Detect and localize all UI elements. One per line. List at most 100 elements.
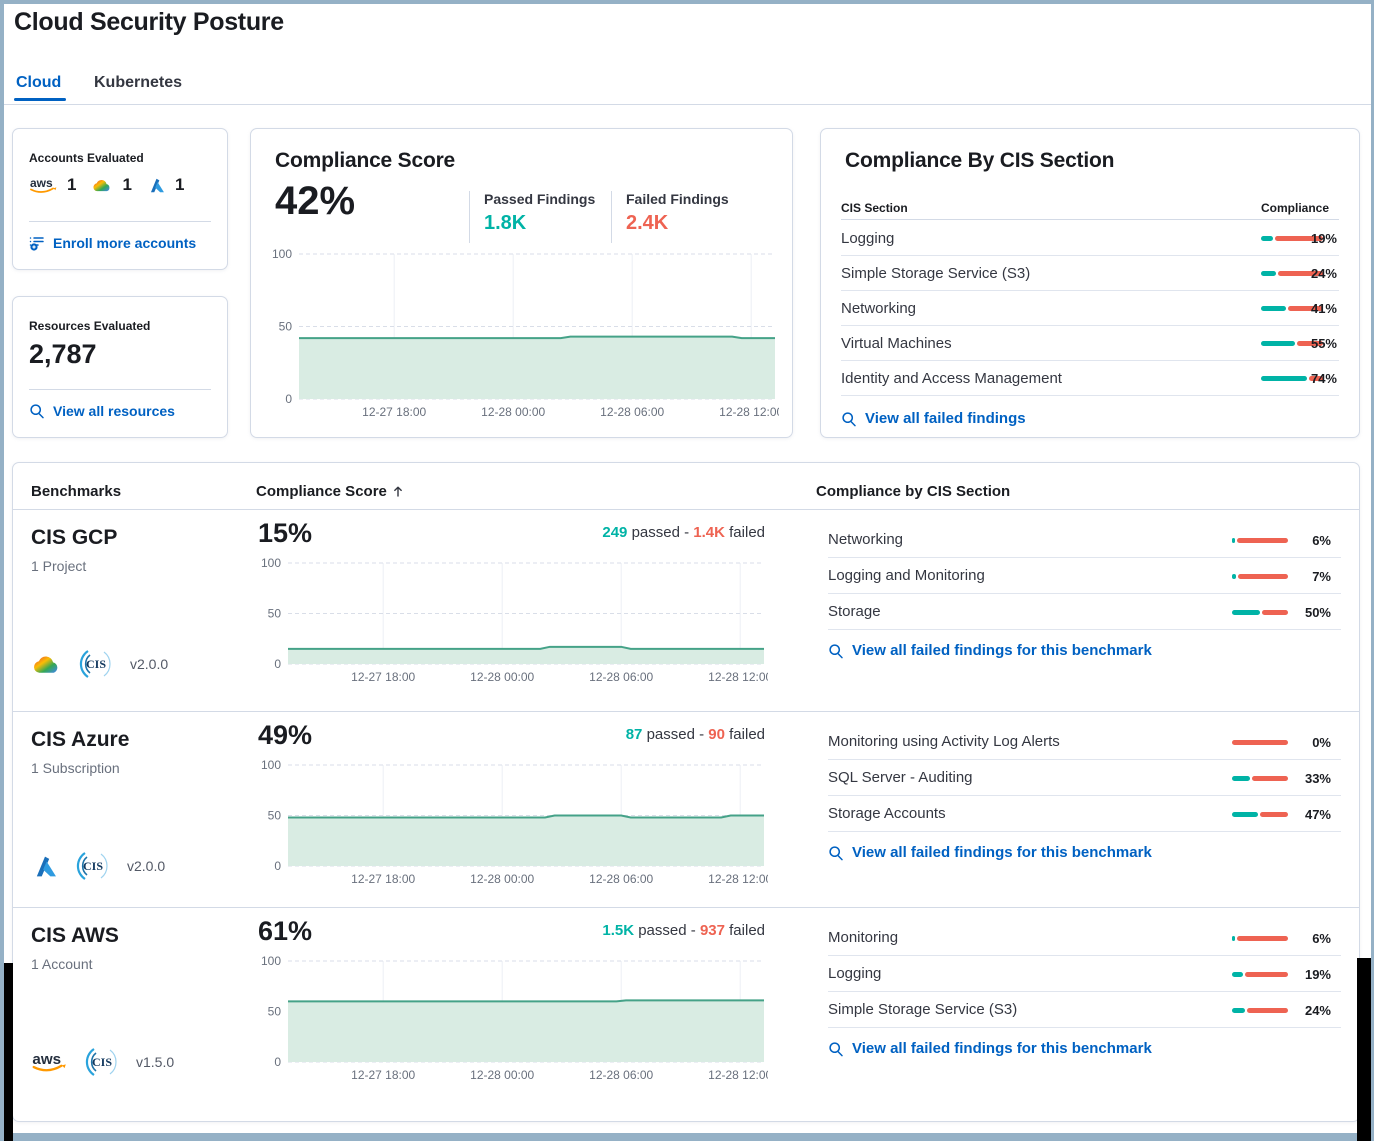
table-row: Simple Storage Service (S3) 24% [841, 256, 1339, 291]
view-failed-findings-benchmark-label: View all failed findings for this benchm… [852, 1040, 1152, 1057]
azure-logo-icon [36, 856, 56, 876]
compliance-bar [1232, 610, 1288, 615]
cis-section-name: Virtual Machines [841, 335, 952, 352]
cis-section-name: SQL Server - Auditing [828, 769, 973, 786]
cis-section-name: Logging and Monitoring [828, 567, 985, 584]
view-failed-findings-benchmark-link[interactable]: View all failed findings for this benchm… [828, 1040, 1152, 1057]
tab-kubernetes[interactable]: Kubernetes [94, 74, 183, 91]
benchmark-trend-chart: 12-27 18:00 12-28 00:00 12-28 06:00 12-28 1… [256, 954, 773, 1086]
passed-findings-stat: Passed Findings 1.8K [469, 191, 595, 243]
tab-cloud[interactable]: Cloud [16, 74, 62, 91]
compliance-bar [1232, 972, 1288, 977]
benchmark-row-cis-aws: CIS AWS 1 Account aws CIS v1.5.0 [13, 908, 1359, 1123]
compliance-percent: 6% [1312, 533, 1331, 548]
compliance-score-title: Compliance Score [275, 149, 456, 172]
benchmark-score-value: 15% [258, 518, 313, 548]
view-failed-findings-benchmark-label: View all failed findings for this benchm… [852, 844, 1152, 861]
resources-evaluated-title: Resources Evaluated [29, 319, 151, 333]
card-divider [29, 221, 211, 222]
benchmark-score-column: 15% 249 passed - 1.4K failed 12-27 18:00… [256, 510, 773, 711]
cis-section-name: Storage [828, 603, 881, 620]
benchmark-row-cis-gcp: CIS GCP 1 Project CIS [13, 510, 1359, 712]
benchmark-scope: 1 Account [31, 956, 93, 972]
svg-text:50: 50 [279, 320, 293, 334]
page-title: Cloud Security Posture [14, 8, 284, 36]
failed-word: failed [729, 726, 765, 743]
benchmark-logos: aws CIS v1.5.0 [31, 1044, 174, 1080]
failed-count: 90 [708, 726, 725, 743]
header-divider [0, 104, 1374, 105]
table-row: Storage Accounts 47% [828, 796, 1341, 832]
sort-ascending-icon [393, 486, 402, 497]
compliance-percent: 55% [1310, 336, 1337, 351]
svg-text:12-28 12:00: 12-28 12:00 [708, 1068, 768, 1082]
active-tab-underline [14, 98, 66, 101]
table-row: Monitoring using Activity Log Alerts 0% [828, 724, 1341, 760]
svg-text:100: 100 [272, 247, 292, 261]
cis-section-name: Monitoring using Activity Log Alerts [828, 733, 1060, 750]
failed-count: 1.4K [693, 524, 725, 541]
svg-text:0: 0 [274, 859, 281, 873]
gcp-logo-icon [93, 179, 110, 191]
svg-text:12-28 00:00: 12-28 00:00 [481, 405, 545, 419]
benchmark-row-cis-azure: CIS Azure 1 Subscription CIS v2.0.0 [13, 712, 1359, 908]
resources-evaluated-card: Resources Evaluated 2,787 View all resou… [12, 296, 228, 438]
benchmark-version: v1.5.0 [136, 1054, 175, 1070]
cis-section-name: Monitoring [828, 929, 899, 946]
svg-text:100: 100 [261, 556, 281, 570]
svg-text:12-27 18:00: 12-27 18:00 [362, 405, 426, 419]
compliance-bar [1261, 306, 1323, 311]
passed-findings-value: 1.8K [484, 212, 527, 234]
compliance-score-column-header[interactable]: Compliance Score [256, 483, 404, 500]
view-failed-findings-benchmark-link[interactable]: View all failed findings for this benchm… [828, 844, 1152, 861]
aws-logo-icon: aws [30, 176, 57, 193]
view-all-failed-findings-link[interactable]: View all failed findings [841, 410, 1026, 427]
svg-text:0: 0 [285, 392, 292, 406]
passed-failed-summary: 249 passed - 1.4K failed [602, 524, 765, 541]
compliance-percent: 19% [1310, 231, 1337, 246]
benchmark-score-column: 61% 1.5K passed - 937 failed 12-27 18:00… [256, 908, 773, 1123]
table-row: Networking 41% [841, 291, 1339, 326]
table-row: Logging 19% [841, 221, 1339, 256]
enroll-accounts-icon [29, 237, 44, 251]
compliance-bar [1232, 812, 1288, 817]
window-frame-bottom [4, 1133, 1358, 1141]
window-frame-left [0, 0, 4, 1141]
compliance-score-value: 42% [275, 179, 356, 223]
search-icon [829, 643, 843, 658]
svg-text:aws: aws [32, 1051, 61, 1068]
table-row: Storage 50% [828, 594, 1341, 630]
compliance-bar [1232, 1008, 1288, 1013]
cis-section-card-title: Compliance By CIS Section [845, 149, 1115, 172]
table-row: Virtual Machines 55% [841, 326, 1339, 361]
benchmark-logos: CIS v2.0.0 [31, 848, 165, 884]
compliance-by-cis-section-column-header: Compliance by CIS Section [816, 483, 1011, 500]
compliance-bar [1232, 740, 1288, 745]
svg-text:12-28 00:00: 12-28 00:00 [470, 1068, 534, 1082]
svg-text:50: 50 [268, 809, 282, 823]
table-row: Monitoring 6% [828, 920, 1341, 956]
passed-findings-label: Passed Findings [484, 191, 596, 207]
svg-text:100: 100 [261, 954, 281, 968]
svg-text:12-28 00:00: 12-28 00:00 [470, 872, 534, 886]
svg-text:CIS: CIS [86, 657, 106, 671]
svg-text:100: 100 [261, 758, 281, 772]
compliance-bar [1232, 574, 1288, 579]
enroll-more-accounts-link[interactable]: Enroll more accounts [29, 235, 196, 251]
azure-logo-icon [150, 178, 164, 192]
view-all-resources-link[interactable]: View all resources [29, 403, 175, 419]
cis-section-name: Networking [828, 531, 904, 548]
cis-logo-icon: CIS [85, 1048, 117, 1076]
benchmark-score-column: 49% 87 passed - 90 failed 12-27 18:00 12-… [256, 712, 773, 907]
benchmark-sections-column: Networking 6% Logging and Monitoring 7% … [816, 510, 1343, 711]
svg-text:12-28 12:00: 12-28 12:00 [719, 405, 779, 419]
view-failed-findings-benchmark-link[interactable]: View all failed findings for this benchm… [828, 642, 1152, 659]
gcp-logo-icon [34, 655, 58, 673]
benchmark-version: v2.0.0 [127, 858, 166, 874]
cis-sections-table: Networking 6% Logging and Monitoring 7% … [828, 522, 1341, 630]
passed-failed-summary: 1.5K passed - 937 failed [602, 922, 765, 939]
failed-findings-stat: Failed Findings 2.4K [611, 191, 729, 243]
failed-word: failed [729, 922, 765, 939]
provider-counts: aws 1 1 1 [29, 175, 190, 195]
svg-text:CIS: CIS [92, 1055, 112, 1069]
